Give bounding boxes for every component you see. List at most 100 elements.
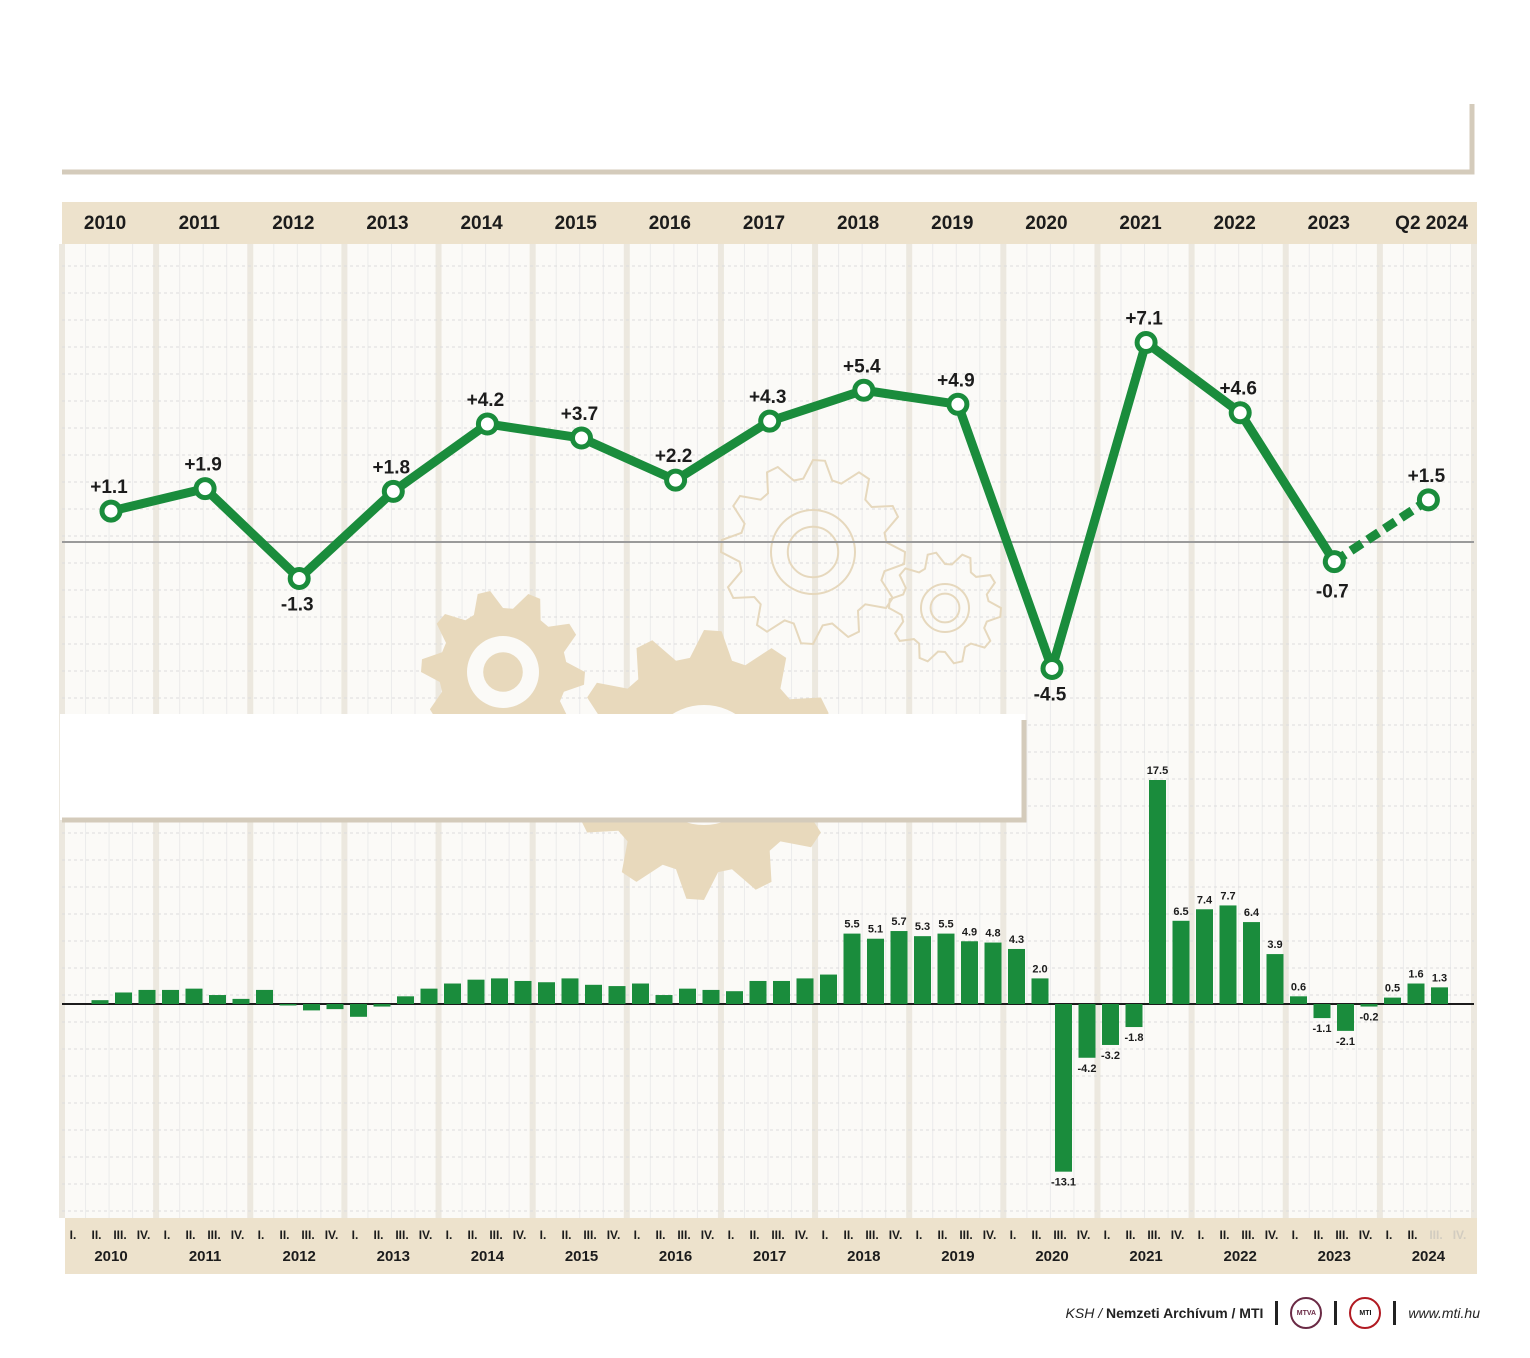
quarter-label: IV.	[1453, 1228, 1467, 1242]
bar-year-label: 2014	[471, 1248, 505, 1265]
bar-data-label: -13.1	[1051, 1177, 1076, 1189]
bar	[444, 983, 461, 1004]
bar-data-label: -0.2	[1360, 1012, 1379, 1024]
quarter-label: II.	[843, 1228, 853, 1242]
gear-outline-large	[719, 458, 907, 646]
bar-data-label: 7.4	[1197, 894, 1213, 906]
bar-data-label: 0.5	[1385, 983, 1400, 995]
bar	[561, 978, 579, 1004]
quarter-label: II.	[1407, 1228, 1417, 1242]
year-header-label: 2014	[460, 213, 503, 234]
bar-data-label: 5.3	[915, 921, 930, 933]
bar	[1384, 997, 1401, 1004]
quarter-label: II.	[373, 1228, 383, 1242]
gear-solid-small	[421, 591, 585, 753]
bar	[961, 941, 978, 1004]
line-point	[1134, 330, 1158, 354]
bar-data-label: 3.9	[1267, 939, 1282, 951]
bar	[1102, 1004, 1119, 1045]
mtva-logo-icon: MTVA	[1290, 1297, 1323, 1329]
quarter-label: I.	[634, 1228, 641, 1242]
bar	[467, 979, 485, 1004]
bar-year-label: 2010	[94, 1248, 127, 1265]
year-header-label: 2017	[743, 213, 785, 234]
bar-year-label: 2017	[753, 1248, 786, 1265]
line-data-label: +4.6	[1219, 379, 1257, 400]
year-header-label: 2010	[84, 213, 126, 234]
year-header-label: 2018	[837, 213, 879, 234]
bar	[679, 988, 696, 1004]
bar	[702, 989, 720, 1004]
line-data-label: +3.7	[561, 404, 599, 425]
line-point	[946, 392, 970, 416]
quarter-label: I.	[70, 1228, 77, 1242]
bar-year-label: 2011	[189, 1248, 222, 1265]
bar	[162, 989, 179, 1004]
bar-data-label: 6.4	[1244, 907, 1260, 919]
year-header-label: 2019	[931, 213, 973, 234]
bar-data-label: 0.6	[1291, 981, 1306, 993]
quarter-label: III.	[771, 1228, 784, 1242]
bar	[350, 1004, 367, 1017]
bar-data-label: 1.3	[1432, 972, 1447, 984]
bar	[538, 982, 555, 1004]
bar	[1290, 996, 1307, 1004]
series-line	[109, 337, 1339, 673]
bar-data-label: 4.8	[985, 928, 1000, 940]
quarter-label: III.	[1147, 1228, 1160, 1242]
quarter-label: III.	[1053, 1228, 1066, 1242]
quarter-label: I.	[1010, 1228, 1017, 1242]
quarter-label: III.	[677, 1228, 690, 1242]
line-data-label: +1.1	[90, 477, 128, 498]
quarter-label: IV.	[1171, 1228, 1185, 1242]
separator	[1334, 1301, 1338, 1325]
bar	[185, 988, 203, 1004]
year-header-band	[62, 202, 1477, 244]
quarter-label: II.	[1313, 1228, 1323, 1242]
website-link[interactable]: www.mti.hu	[1408, 1305, 1480, 1321]
bar	[138, 989, 156, 1004]
line-data-label: +5.4	[843, 356, 881, 377]
line-data-label: +1.9	[184, 455, 222, 476]
bar	[867, 938, 884, 1004]
bar-year-label: 2018	[847, 1248, 880, 1265]
bar-data-label: -3.2	[1101, 1050, 1120, 1062]
line-chart: +1.1 +1.9 -1.3 +1.8 +4.2 +3.7 +2.2 +4.3 +5.4 +4.9…	[62, 308, 1474, 705]
bar	[655, 995, 673, 1004]
source-credit: KSH / Nemzeti Archívum / MTI	[1065, 1305, 1264, 1321]
bar	[232, 998, 250, 1004]
bar-data-label: -4.2	[1078, 1063, 1097, 1075]
bar	[1243, 922, 1260, 1004]
line-point	[570, 426, 593, 450]
quarter-label: IV.	[889, 1228, 903, 1242]
gear-hole	[920, 583, 970, 633]
line-point	[193, 477, 217, 501]
line-point	[475, 412, 499, 436]
quarter-label: IV.	[325, 1228, 339, 1242]
line-point	[1040, 656, 1064, 680]
bar	[1055, 1004, 1072, 1172]
bar	[491, 978, 508, 1004]
bar-data-label: 2.0	[1032, 963, 1047, 975]
panel-frames	[60, 104, 1475, 823]
bar	[843, 933, 861, 1004]
quarter-label: III.	[395, 1228, 408, 1242]
bar	[1078, 1004, 1096, 1058]
bar	[514, 980, 532, 1004]
line-data-label: -1.3	[281, 595, 314, 616]
bar	[397, 996, 414, 1004]
bar	[914, 936, 931, 1004]
bar	[209, 995, 226, 1004]
bar-data-label: -2.1	[1336, 1036, 1355, 1048]
quarter-label: IV.	[419, 1228, 433, 1242]
bar	[1219, 905, 1237, 1004]
quarter-label: IV.	[1077, 1228, 1091, 1242]
line-point	[381, 479, 405, 503]
line-point	[852, 378, 876, 402]
line-point	[1228, 401, 1252, 425]
quarter-label: II.	[1219, 1228, 1229, 1242]
bar-data-label: 5.5	[844, 919, 859, 931]
quarter-footer-band	[65, 1218, 1477, 1274]
quarter-label: I.	[164, 1228, 171, 1242]
